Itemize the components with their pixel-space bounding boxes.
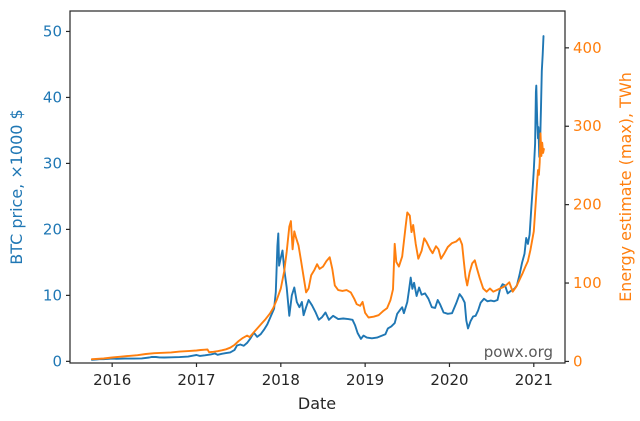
left-tick-label: 30 — [43, 154, 62, 172]
right-tick-label: 200 — [573, 196, 602, 214]
right-tick-label: 100 — [573, 274, 602, 292]
left-axis-ticks: 0 10 20 30 40 50 — [43, 22, 70, 370]
x-tick-label: 2021 — [515, 371, 553, 389]
left-y-axis-label: BTC price, ×1000 $ — [7, 109, 26, 264]
left-tick-label: 20 — [43, 220, 62, 238]
x-tick-label: 2019 — [346, 371, 384, 389]
btc-price-line — [90, 35, 545, 361]
energy-estimate-max-line — [90, 132, 545, 361]
x-tick-label: 2018 — [262, 371, 300, 389]
watermark-text: powx.org — [484, 343, 553, 361]
x-axis-label: Date — [298, 394, 336, 413]
plot-frame — [69, 10, 566, 364]
left-tick-label: 0 — [52, 352, 62, 370]
left-tick-label: 40 — [43, 88, 62, 106]
x-tick-label: 2016 — [93, 371, 131, 389]
data-lines — [90, 35, 545, 361]
right-tick-label: 300 — [573, 117, 602, 135]
right-axis-ticks: 0 100 200 300 400 — [565, 39, 602, 370]
x-tick-label: 2020 — [430, 371, 468, 389]
right-tick-label: 400 — [573, 39, 602, 57]
left-tick-label: 50 — [43, 22, 62, 40]
left-tick-label: 10 — [43, 286, 62, 304]
x-tick-label: 2017 — [177, 371, 215, 389]
right-y-axis-label: Energy estimate (max), TWh — [616, 72, 635, 302]
right-tick-label: 0 — [573, 352, 583, 370]
x-axis-ticks: 2016 2017 2018 2019 2020 2021 — [93, 363, 553, 389]
